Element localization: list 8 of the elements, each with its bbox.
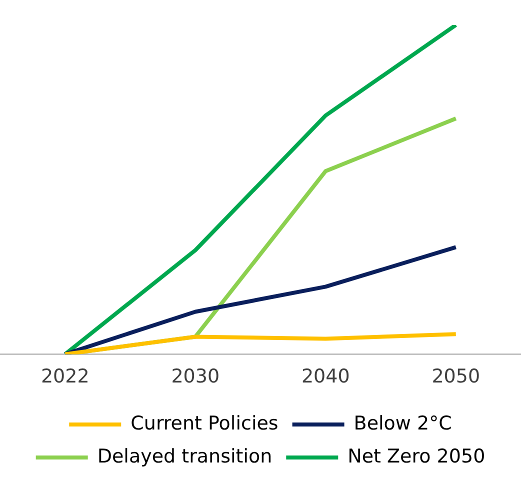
legend-label: Current Policies bbox=[130, 412, 278, 434]
legend-label: Below 2°C bbox=[354, 412, 452, 434]
x-tick-label: 2030 bbox=[171, 366, 220, 388]
x-tick-label: 2040 bbox=[301, 366, 350, 388]
x-tick-label: 2050 bbox=[432, 366, 480, 388]
legend-label: Delayed transition bbox=[97, 445, 272, 468]
legend-label: Net Zero 2050 bbox=[348, 445, 486, 468]
x-tick-label: 2022 bbox=[40, 366, 90, 388]
